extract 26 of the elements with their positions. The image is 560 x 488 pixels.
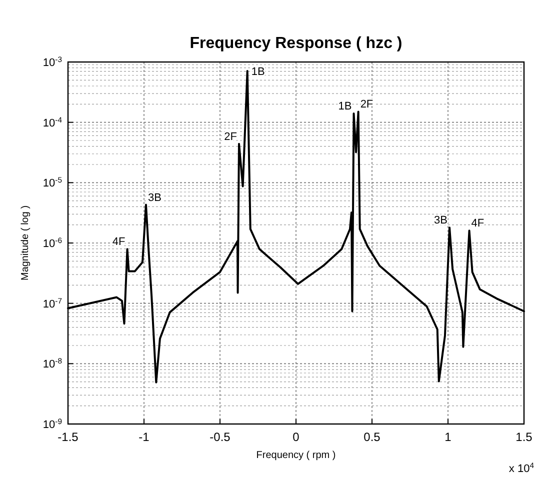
- annotation: 2F: [224, 130, 238, 143]
- x-axis-title: Frequency ( rpm ): [256, 450, 336, 461]
- annotation: 1B: [338, 100, 352, 113]
- annotation: 3B: [148, 192, 162, 204]
- y-tick-label: 10$^{-3}$: [42, 54, 62, 69]
- annotation: 4F: [112, 236, 126, 248]
- y-tick-label: 10$^{-6}$: [42, 236, 62, 250]
- chart-title: Frequency Response ( hzc ): [190, 35, 402, 52]
- x-tick-label: -1.5: [58, 430, 79, 444]
- x-tick-label: -0.5: [210, 430, 231, 444]
- y-tick-label: 10$^{-5}$: [42, 175, 62, 190]
- text: x 10$^{4}$: [508, 460, 535, 475]
- y-tick-label: 10$^{-4}$: [42, 114, 63, 130]
- annotation: 3B: [434, 214, 448, 227]
- y-tick-label: 10$^{-7}$: [42, 296, 62, 310]
- x-tick-label: -1: [138, 430, 150, 444]
- y-tick-label: 10$^{-9}$: [42, 416, 62, 431]
- x-tick-label: 0.5: [364, 430, 381, 444]
- y-axis-title: Magnitude ( log ): [20, 205, 31, 281]
- annotation: 1B: [251, 66, 265, 78]
- annotation: 2F: [360, 98, 374, 111]
- x-tick-label: 0: [292, 430, 300, 444]
- y-tick-label: 10$^{-8}$: [42, 356, 62, 371]
- x-tick-label: 1.5: [516, 430, 533, 444]
- annotation: 4F: [471, 218, 484, 230]
- x-tick-label: 1: [444, 430, 452, 444]
